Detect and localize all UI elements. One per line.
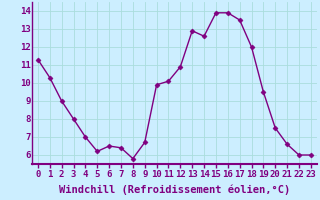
X-axis label: Windchill (Refroidissement éolien,°C): Windchill (Refroidissement éolien,°C) xyxy=(59,184,290,195)
